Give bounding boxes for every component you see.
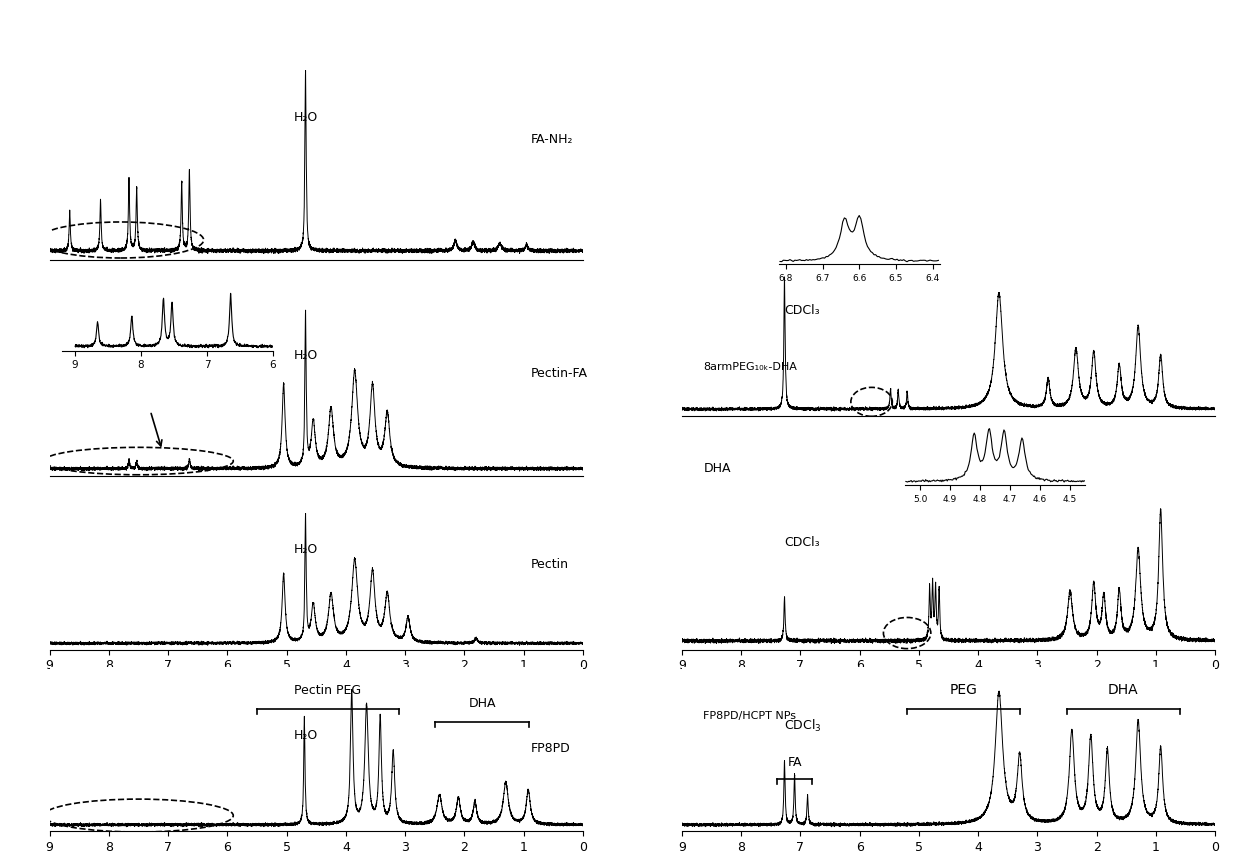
Text: Pectin PEG: Pectin PEG bbox=[294, 684, 362, 697]
Text: CDCl₃: CDCl₃ bbox=[785, 535, 820, 548]
Text: DHA: DHA bbox=[703, 462, 730, 475]
Text: FP8PD/HCPT NPs: FP8PD/HCPT NPs bbox=[703, 712, 796, 721]
Text: H₂O: H₂O bbox=[294, 544, 317, 557]
Text: DHA: DHA bbox=[1109, 683, 1138, 697]
Text: CDCl$_3$: CDCl$_3$ bbox=[785, 718, 822, 734]
Text: H₂O: H₂O bbox=[294, 111, 317, 124]
Text: H₂O: H₂O bbox=[294, 349, 317, 362]
Text: H₂O: H₂O bbox=[294, 729, 317, 742]
Text: PEG: PEG bbox=[950, 683, 977, 697]
Text: 8armPEG₁₀ₖ-DHA: 8armPEG₁₀ₖ-DHA bbox=[703, 362, 797, 372]
Text: FA-NH₂: FA-NH₂ bbox=[531, 132, 573, 145]
Text: FP8PD: FP8PD bbox=[531, 742, 570, 755]
Text: CDCl₃: CDCl₃ bbox=[785, 304, 820, 317]
Text: Pectin-FA: Pectin-FA bbox=[531, 367, 588, 380]
Text: Pectin: Pectin bbox=[531, 559, 569, 572]
Text: FA: FA bbox=[787, 755, 802, 768]
Text: DHA: DHA bbox=[469, 697, 496, 710]
